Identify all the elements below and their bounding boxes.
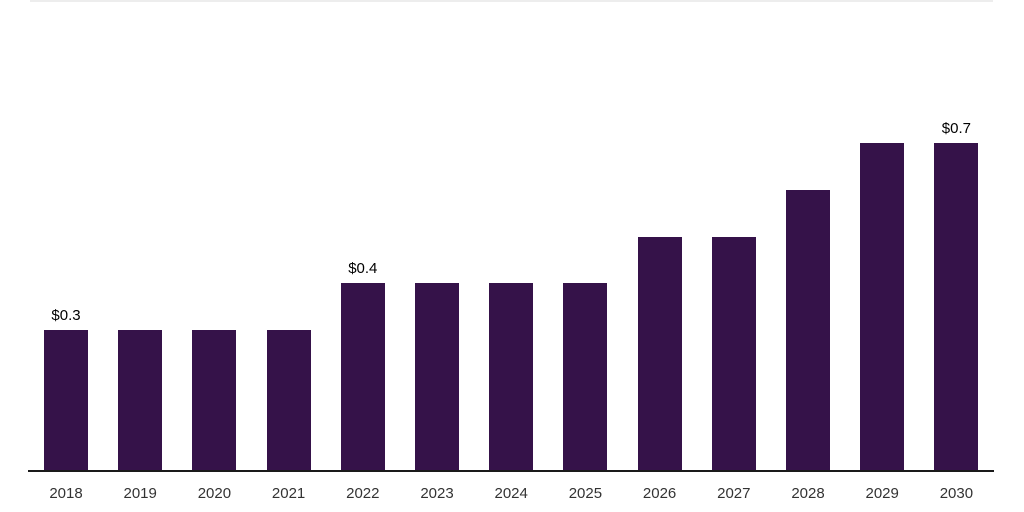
x-tick-label: 2019	[123, 485, 157, 502]
x-tick-label: 2025	[568, 485, 603, 502]
bar	[44, 329, 88, 470]
x-tick-label: 2023	[420, 485, 454, 502]
x-axis-line	[28, 470, 994, 472]
x-tick-label: 2022	[346, 485, 380, 502]
top-divider	[30, 0, 993, 2]
x-tick-label: 2029	[865, 485, 899, 502]
bar	[192, 329, 237, 470]
bar-value-label: $0.7	[941, 120, 971, 138]
bar	[340, 283, 385, 470]
bar	[934, 143, 979, 470]
x-tick-label: 2024	[494, 485, 528, 502]
bar	[637, 236, 682, 470]
x-tick-label: 2027	[717, 485, 751, 502]
bar-value-label: $0.4	[348, 260, 378, 278]
x-tick-label: 2030	[939, 485, 974, 502]
bar	[266, 329, 311, 470]
x-tick-label: 2028	[791, 485, 825, 502]
bar-value-label: $0.3	[51, 306, 81, 324]
bar	[860, 143, 905, 470]
bar	[563, 283, 608, 470]
x-tick-label: 2026	[642, 485, 677, 502]
x-tick-label: 2020	[197, 485, 232, 502]
bar	[489, 283, 534, 470]
bar	[415, 283, 459, 470]
bar	[711, 236, 756, 470]
x-tick-label: 2021	[271, 485, 306, 502]
bar	[786, 189, 830, 470]
bar	[118, 329, 163, 470]
x-tick-label: 2018	[49, 485, 83, 502]
